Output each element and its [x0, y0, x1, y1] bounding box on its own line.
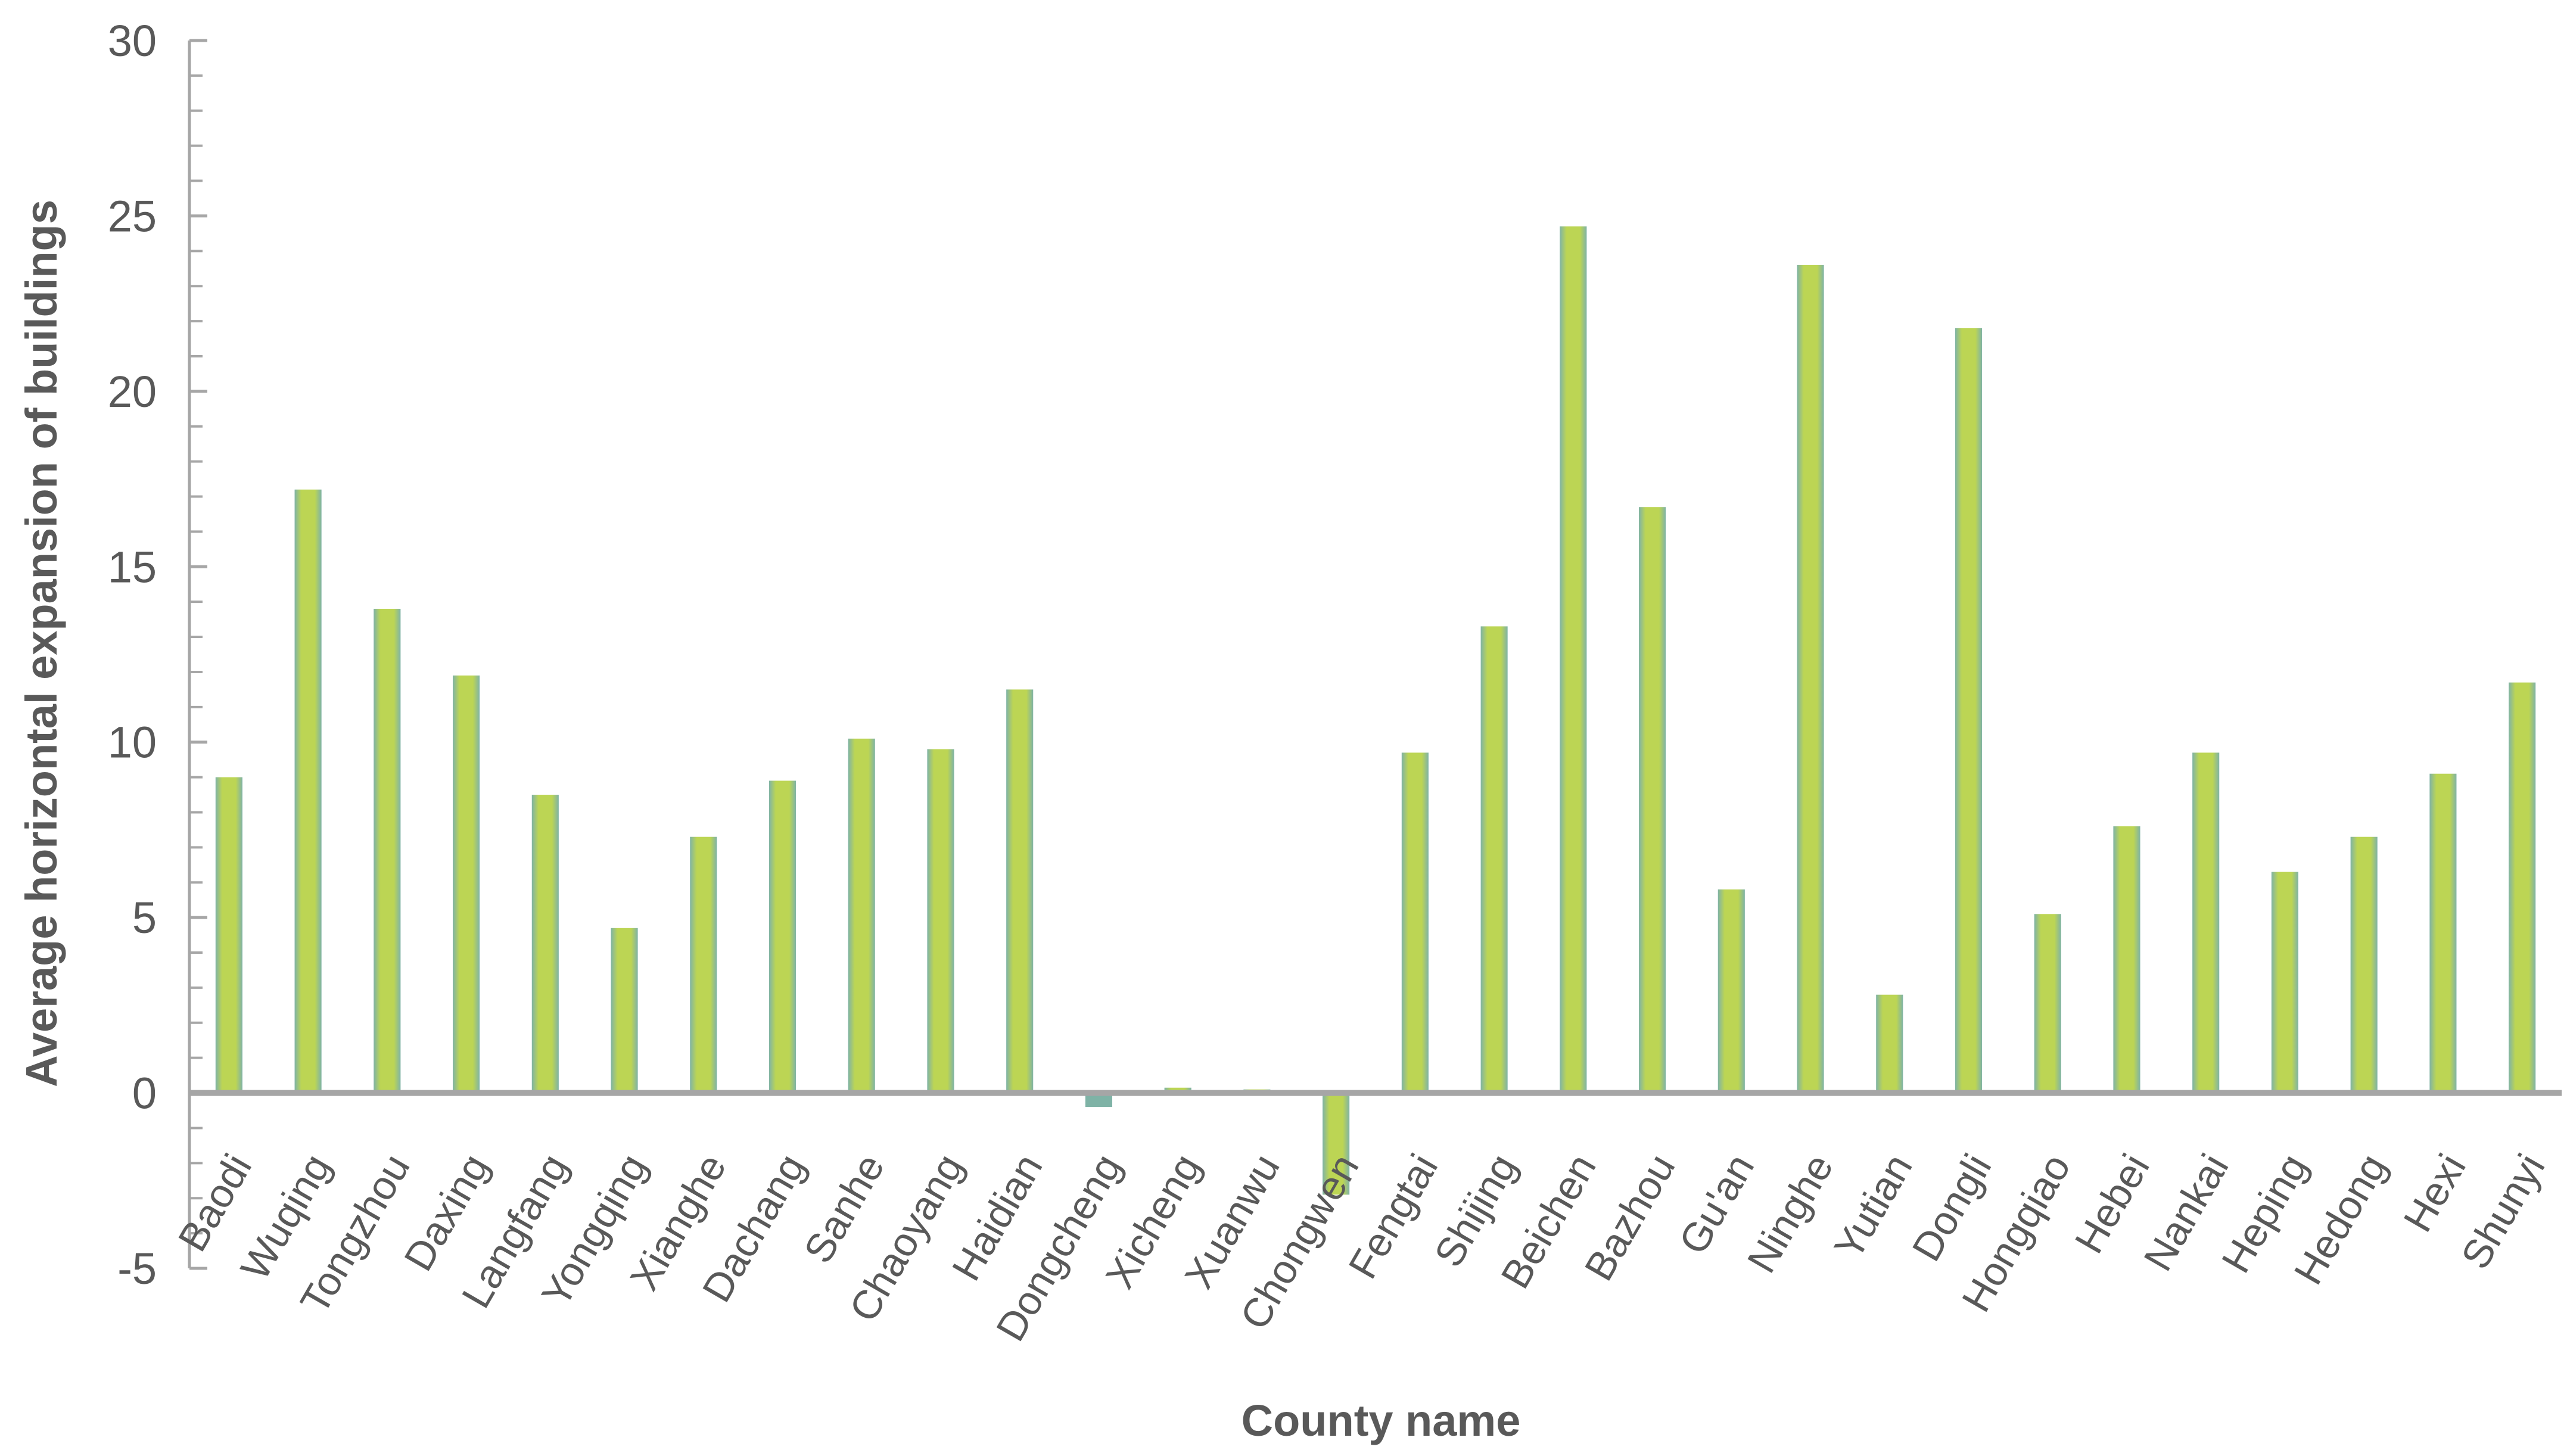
bar-dachang: [768, 780, 796, 1093]
bar-yutian: [1876, 994, 1903, 1093]
bar-tongzhou: [374, 608, 401, 1093]
y-tick-label: 20: [108, 367, 157, 416]
bar-xianghe: [690, 836, 717, 1093]
bar-daxing: [453, 675, 480, 1093]
bar-ninghe: [1797, 265, 1824, 1093]
bar-haidian: [1006, 689, 1034, 1093]
y-tick-label: 25: [108, 191, 157, 241]
x-tick-label: Yutian: [1825, 1147, 1921, 1267]
bar-chaoyang: [927, 749, 954, 1093]
bar-hedong: [2350, 836, 2378, 1093]
bar-chongwen: [1323, 1093, 1350, 1195]
bar-bazhou: [1639, 507, 1666, 1093]
bar-fengtai: [1401, 752, 1429, 1093]
bar-beichen: [1560, 226, 1587, 1093]
y-tick-label: 30: [108, 16, 157, 66]
bar-shunyi: [2509, 682, 2536, 1093]
bar-hebei: [2113, 826, 2140, 1093]
bar-hexi: [2429, 773, 2457, 1093]
bar-dongli: [1955, 328, 1983, 1093]
bar-baodi: [215, 777, 242, 1093]
x-axis-title: County name: [1242, 1396, 1521, 1445]
axes-layer: -5 0 5 10 15 20 25 30: [108, 16, 2562, 1293]
bar-heping: [2271, 872, 2298, 1093]
x-tick-label: Hexi: [2395, 1147, 2475, 1240]
y-tick-label: 0: [132, 1069, 157, 1118]
y-tick-label: -5: [117, 1244, 157, 1293]
y-axis-title: Average horizontal expansion of building…: [17, 200, 66, 1087]
bar-sanhe: [848, 738, 875, 1093]
bar-langfang: [531, 795, 559, 1093]
y-tick-label: 10: [108, 718, 157, 767]
bar-shijing: [1480, 626, 1508, 1093]
bar-dongcheng: [1085, 1093, 1112, 1107]
bars-layer: [215, 226, 2536, 1195]
bar-yongqing: [611, 928, 638, 1093]
y-tick-label: 15: [108, 542, 157, 592]
labels-layer: BaodiWuqingTongzhouDaxingLangfangYongqin…: [170, 1147, 2554, 1349]
bar-gu-an: [1718, 889, 1745, 1093]
bar-wuqing: [294, 489, 322, 1093]
bar-hongqiao: [2034, 914, 2061, 1093]
bar-nankai: [2192, 752, 2220, 1093]
y-tick-label: 5: [132, 893, 157, 942]
